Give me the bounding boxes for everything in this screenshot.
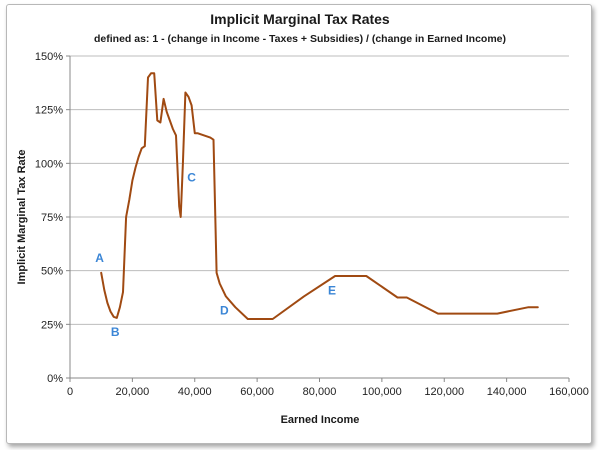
series-group bbox=[100, 72, 539, 320]
x-axis-label: Earned Income bbox=[281, 414, 360, 426]
annotation-a: A bbox=[95, 251, 104, 265]
x-tick-labels: 0 20,000 40,000 60,000 80,000 100,000 120,000 1… bbox=[67, 386, 589, 398]
axes bbox=[69, 56, 570, 382]
y-tick-labels: 0% 25% 50% 75% 100% 125% 150% bbox=[35, 51, 63, 385]
gridlines bbox=[66, 55, 569, 379]
chart-title: Implicit Marginal Tax Rates bbox=[210, 11, 390, 27]
x-tick-label: 80,000 bbox=[303, 386, 337, 398]
x-tick-label: 60,000 bbox=[240, 386, 274, 398]
x-tick-label: 40,000 bbox=[178, 386, 212, 398]
chart-subtitle: defined as: 1 - (change in Income - Taxe… bbox=[94, 33, 506, 45]
y-tick-label: 25% bbox=[41, 319, 63, 331]
y-tick-label: 125% bbox=[35, 105, 63, 117]
y-tick-label: 150% bbox=[35, 51, 63, 63]
annotations: A B C D E bbox=[95, 171, 336, 340]
y-axis-label: Implicit Marginal Tax Rate bbox=[16, 150, 28, 285]
annotation-c: C bbox=[187, 171, 196, 185]
annotation-b: B bbox=[111, 325, 120, 339]
annotation-e: E bbox=[328, 283, 336, 297]
chart-frame bbox=[6, 4, 592, 444]
y-tick-label: 0% bbox=[47, 373, 63, 385]
series-line bbox=[100, 72, 539, 320]
x-tick-label: 20,000 bbox=[116, 386, 150, 398]
y-tick-label: 75% bbox=[41, 212, 63, 224]
x-tick-label: 100,000 bbox=[362, 386, 402, 398]
y-tick-label: 50% bbox=[41, 266, 63, 278]
x-tick-label: 120,000 bbox=[424, 386, 464, 398]
x-tick-label: 0 bbox=[67, 386, 73, 398]
annotation-d: D bbox=[220, 304, 229, 318]
x-tick-label: 140,000 bbox=[487, 386, 527, 398]
y-tick-label: 100% bbox=[35, 158, 63, 170]
x-tick-label: 160,000 bbox=[549, 386, 589, 398]
